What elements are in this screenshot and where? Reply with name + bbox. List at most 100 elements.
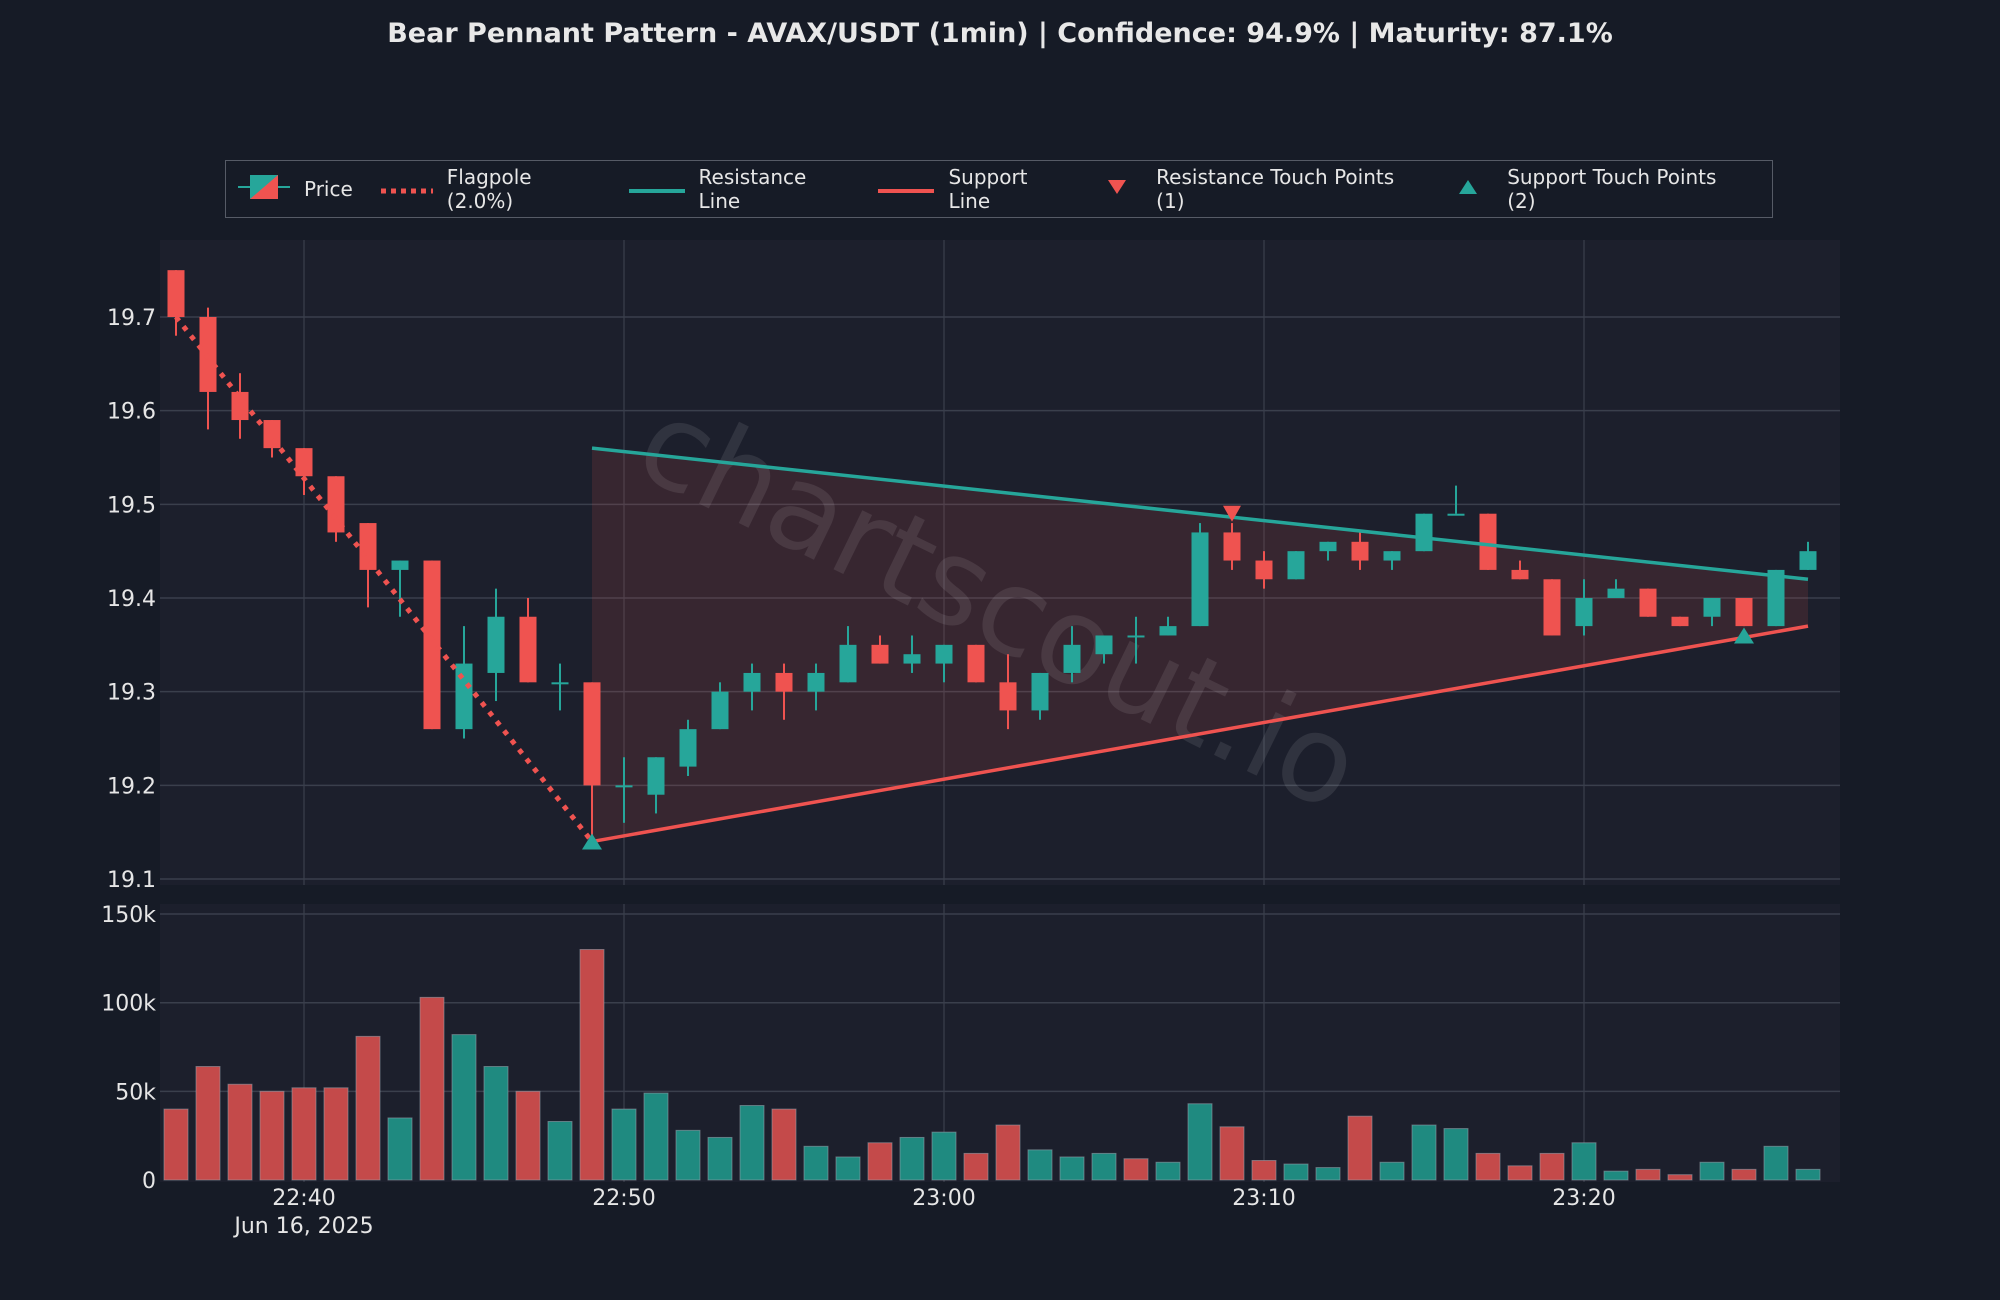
volume-bar — [323, 1087, 349, 1181]
candle-body — [1351, 541, 1369, 561]
volume-bar — [1155, 1161, 1181, 1181]
volume-bar — [771, 1108, 797, 1181]
candle-body — [775, 672, 793, 692]
volume-bar — [867, 1142, 893, 1181]
price-tick-label: 19.6 — [107, 400, 156, 425]
legend-label: Price — [304, 177, 353, 201]
legend-label: Resistance Touch Points (1) — [1156, 165, 1395, 213]
volume-bar — [1123, 1158, 1149, 1181]
candle-body — [679, 729, 697, 767]
legend-item-price[interactable]: Price — [236, 173, 353, 206]
candle-body — [999, 682, 1017, 711]
volume-bar — [1539, 1152, 1565, 1181]
volume-bar — [1091, 1152, 1117, 1181]
volume-bar — [387, 1117, 413, 1181]
volume-bar — [355, 1035, 381, 1181]
volume-bar — [259, 1090, 285, 1181]
candle-body — [935, 644, 953, 664]
legend-item-resistance[interactable]: Resistance Line — [627, 165, 851, 213]
candle-body — [615, 785, 633, 788]
legend-label: Support Line — [948, 165, 1028, 213]
volume-bar — [803, 1145, 829, 1181]
candle-body — [1287, 551, 1305, 580]
candle-body — [1543, 579, 1561, 636]
candle-body — [1063, 644, 1081, 673]
volume-bar — [899, 1136, 925, 1181]
legend-item-support-touch[interactable]: Support Touch Points (2) — [1449, 165, 1746, 213]
price-tick-label: 19.7 — [107, 306, 156, 331]
candle-body — [1223, 532, 1241, 561]
candle-body — [1127, 635, 1145, 638]
candle-body — [519, 616, 537, 683]
volume-tick-label: 50k — [115, 1080, 156, 1105]
flagpole-line — [174, 315, 594, 844]
volume-bar — [643, 1092, 669, 1181]
candle-body — [1319, 541, 1337, 552]
candle-body — [1767, 569, 1785, 627]
candle-body — [359, 523, 377, 570]
volume-bar — [611, 1108, 637, 1181]
volume-bar — [1443, 1128, 1469, 1181]
resistance-line — [591, 446, 1809, 582]
price-tick-label: 19.2 — [107, 774, 156, 799]
volume-tick-label: 0 — [142, 1169, 156, 1194]
chart-title: Bear Pennant Pattern - AVAX/USDT (1min) … — [387, 18, 1613, 49]
time-tick-label: 22:40 — [272, 1186, 335, 1211]
volume-bar — [1635, 1168, 1661, 1181]
volume-bar — [1411, 1124, 1437, 1181]
candle-body — [487, 616, 505, 673]
volume-bar — [419, 996, 445, 1181]
triangle-up-icon — [1457, 177, 1479, 201]
volume-bar — [1763, 1145, 1789, 1181]
candle-body — [1639, 588, 1657, 617]
price-tick-label: 19.4 — [107, 587, 156, 612]
legend-label: Resistance Line — [698, 165, 807, 213]
volume-bar — [1379, 1161, 1405, 1181]
volume-bar — [291, 1087, 317, 1181]
price-tick-label: 19.1 — [107, 868, 156, 893]
volume-bar — [1667, 1174, 1693, 1181]
line-icon — [876, 177, 936, 201]
support-touch-marker — [1734, 627, 1754, 644]
candle-body — [1735, 598, 1753, 627]
candle-body — [871, 644, 889, 664]
volume-bar — [579, 949, 605, 1181]
candle-body — [231, 391, 249, 421]
legend-label: Support Touch Points (2) — [1507, 165, 1717, 213]
volume-bar — [707, 1136, 733, 1181]
candle-body — [711, 691, 729, 730]
volume-bar — [963, 1152, 989, 1181]
volume-tick-label: 100k — [101, 992, 156, 1017]
candle-body — [295, 448, 313, 477]
candle-body — [1703, 598, 1721, 617]
volume-bar — [1571, 1142, 1597, 1181]
volume-bar — [1251, 1159, 1277, 1181]
candle-body — [1511, 569, 1529, 580]
volume-bar — [1283, 1163, 1309, 1181]
legend-item-support[interactable]: Support Line — [876, 165, 1072, 213]
candle-body — [1255, 560, 1273, 580]
volume-bar — [163, 1108, 189, 1181]
candle-body — [1159, 626, 1177, 636]
candle-body — [1671, 616, 1689, 627]
candle-body — [807, 672, 825, 692]
volume-bar — [995, 1124, 1021, 1181]
support-line — [591, 624, 1809, 844]
volume-bar — [515, 1090, 541, 1181]
time-tick-label: 23:20 — [1552, 1186, 1615, 1211]
candle-body — [327, 476, 345, 533]
candle-body — [1383, 551, 1401, 561]
candle-body — [1095, 635, 1113, 655]
legend-item-resistance-touch[interactable]: Resistance Touch Points (1) — [1098, 165, 1423, 213]
time-tick-label: 23:10 — [1232, 1186, 1295, 1211]
volume-bar — [1795, 1168, 1821, 1181]
volume-bar — [1219, 1126, 1245, 1181]
volume-bar — [1347, 1115, 1373, 1181]
legend-item-flagpole[interactable]: Flagpole (2.0%) — [379, 165, 601, 213]
candle-body — [1031, 672, 1049, 711]
time-tick-label: 22:50 — [592, 1186, 655, 1211]
candle-body — [647, 757, 665, 795]
candle-body — [167, 270, 185, 317]
candle-body — [1607, 588, 1625, 599]
